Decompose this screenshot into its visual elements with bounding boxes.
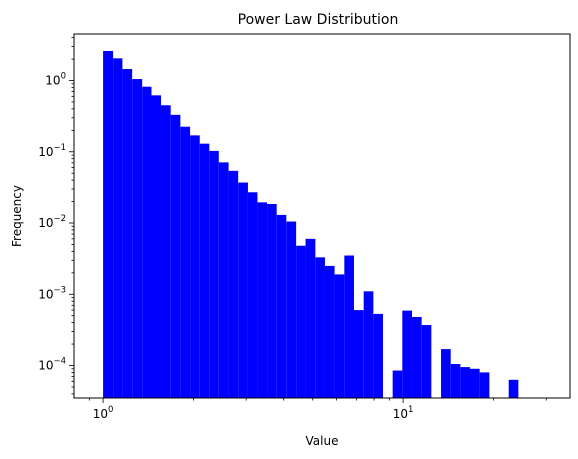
- histogram-bar-42: [509, 380, 519, 398]
- histogram-bar-8: [180, 127, 190, 398]
- y-tick-label-1: 10−1: [38, 143, 66, 159]
- histogram-bar-37: [460, 367, 470, 398]
- histogram-bar-14: [238, 183, 248, 398]
- histogram-bar-4: [142, 87, 151, 398]
- y-tick-label-0: 100: [45, 72, 66, 88]
- histogram-bar-9: [190, 135, 200, 398]
- histogram-bar-35: [441, 349, 451, 398]
- histogram-bar-22: [315, 257, 325, 398]
- histogram-bar-3: [132, 79, 142, 398]
- histogram-bar-2: [122, 69, 132, 398]
- histogram-bar-21: [306, 239, 316, 398]
- histogram-bar-15: [248, 192, 258, 398]
- x-axis-label: Value: [306, 434, 339, 448]
- histogram-bar-5: [151, 95, 161, 398]
- x-tick-label-0: 100: [93, 405, 114, 421]
- histogram-bar-12: [219, 162, 229, 398]
- histogram-bar-24: [335, 274, 345, 398]
- histogram-bar-16: [257, 202, 267, 398]
- histogram-bar-27: [364, 291, 374, 398]
- histogram-bar-19: [286, 222, 296, 398]
- histogram-bar-0: [103, 51, 113, 398]
- histogram-bar-13: [229, 171, 239, 398]
- histogram-bar-25: [344, 256, 354, 398]
- histogram-bar-36: [451, 364, 461, 398]
- chart-title: Power Law Distribution: [238, 12, 399, 28]
- histogram-bar-32: [412, 317, 422, 398]
- histogram-bar-33: [422, 325, 432, 398]
- histogram-bar-6: [161, 105, 171, 398]
- histogram-bar-17: [267, 204, 277, 398]
- y-tick-label-4: 10−4: [38, 357, 66, 373]
- bars-group: [103, 51, 518, 398]
- histogram-bar-23: [325, 266, 335, 398]
- histogram-bar-1: [113, 58, 122, 398]
- histogram-bar-38: [470, 369, 480, 398]
- y-axis-ticks: 100 10−1 10−2 10−3 10−4: [38, 38, 74, 394]
- histogram-bar-26: [354, 310, 364, 398]
- histogram-bar-11: [209, 151, 218, 398]
- x-tick-label-1: 101: [393, 405, 414, 421]
- y-tick-label-2: 10−2: [38, 214, 66, 230]
- histogram-bar-39: [480, 372, 490, 398]
- histogram-bar-20: [296, 246, 305, 398]
- x-axis-ticks: 100 101: [89, 398, 546, 421]
- histogram-bar-30: [393, 371, 403, 398]
- histogram-bar-10: [200, 144, 210, 398]
- y-axis-label: Frequency: [10, 185, 24, 247]
- y-tick-label-3: 10−3: [38, 285, 66, 301]
- histogram-bar-18: [277, 215, 287, 398]
- histogram-bar-31: [402, 311, 412, 398]
- histogram-bar-7: [171, 115, 181, 398]
- histogram-bar-28: [373, 314, 383, 398]
